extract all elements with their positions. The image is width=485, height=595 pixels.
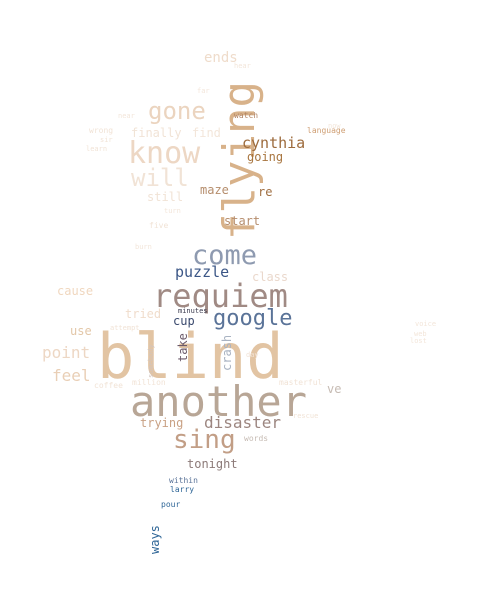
- word-finally: finally: [131, 126, 182, 140]
- word-within: within: [169, 476, 198, 485]
- word-larry: larry: [170, 485, 194, 494]
- word-another: another: [130, 377, 307, 426]
- word-minutes: minutes: [178, 307, 208, 315]
- word-near: near: [118, 112, 135, 120]
- word-burn: burn: [135, 243, 152, 251]
- word-know: know: [128, 136, 201, 171]
- word-flying: flying: [214, 81, 265, 240]
- word-gone: gone: [148, 97, 206, 125]
- word-google: google: [213, 306, 292, 331]
- word-tried: tried: [125, 307, 161, 321]
- word-learn: learn: [86, 145, 107, 153]
- word-crash: crash: [220, 335, 234, 371]
- word-point: point: [42, 343, 90, 362]
- word-watch: watch: [234, 111, 258, 120]
- word-cynthia: cynthia: [242, 134, 305, 152]
- word-cause: cause: [57, 284, 93, 298]
- word-hear: hear: [234, 62, 251, 70]
- word-still: still: [147, 190, 183, 204]
- word-rescue: rescue: [293, 412, 318, 420]
- word-come: come: [192, 240, 257, 271]
- word-trying: trying: [140, 416, 183, 430]
- word-re: re: [258, 185, 272, 199]
- word-attempt: attempt: [110, 324, 140, 332]
- word-words: words: [244, 434, 268, 443]
- word-will: will: [131, 164, 189, 192]
- word-far: far: [197, 87, 210, 95]
- word-feel: feel: [52, 366, 91, 385]
- word-five: five: [149, 221, 168, 230]
- word-coffee: coffee: [94, 381, 123, 390]
- word-ve: ve: [327, 382, 341, 396]
- word-million: million: [132, 378, 166, 387]
- word-cup: cup: [173, 314, 195, 328]
- word-sir: sir: [100, 136, 113, 144]
- word-ends: ends: [204, 50, 238, 66]
- word-ways: ways: [148, 525, 162, 554]
- word-day: day: [246, 351, 259, 359]
- word-start: start: [224, 214, 260, 228]
- word-web: web: [414, 330, 427, 338]
- word-turn: turn: [164, 207, 181, 215]
- word-disaster: disaster: [204, 413, 281, 432]
- word-sing: sing: [173, 425, 236, 455]
- word-use: use: [70, 324, 92, 338]
- word-masterful: masterful: [279, 378, 323, 387]
- word-lost: lost: [410, 337, 427, 345]
- word-puzzle: puzzle: [175, 263, 229, 281]
- word-language: language: [307, 126, 346, 135]
- word-going: going: [247, 150, 283, 164]
- word-blind: blind: [97, 320, 284, 393]
- word-wrong: wrong: [89, 126, 113, 135]
- word-pour: pour: [161, 500, 180, 509]
- word-class: class: [252, 270, 288, 284]
- word-find: find: [192, 126, 221, 140]
- word-maze: maze: [200, 183, 229, 197]
- word-take: take: [176, 333, 190, 362]
- word-tonight: tonight: [187, 457, 238, 471]
- word-voice: voice: [415, 320, 436, 328]
- word-now: now: [328, 122, 341, 130]
- word-somebody: somebody: [147, 344, 155, 378]
- word-requiem: requiem: [153, 277, 288, 315]
